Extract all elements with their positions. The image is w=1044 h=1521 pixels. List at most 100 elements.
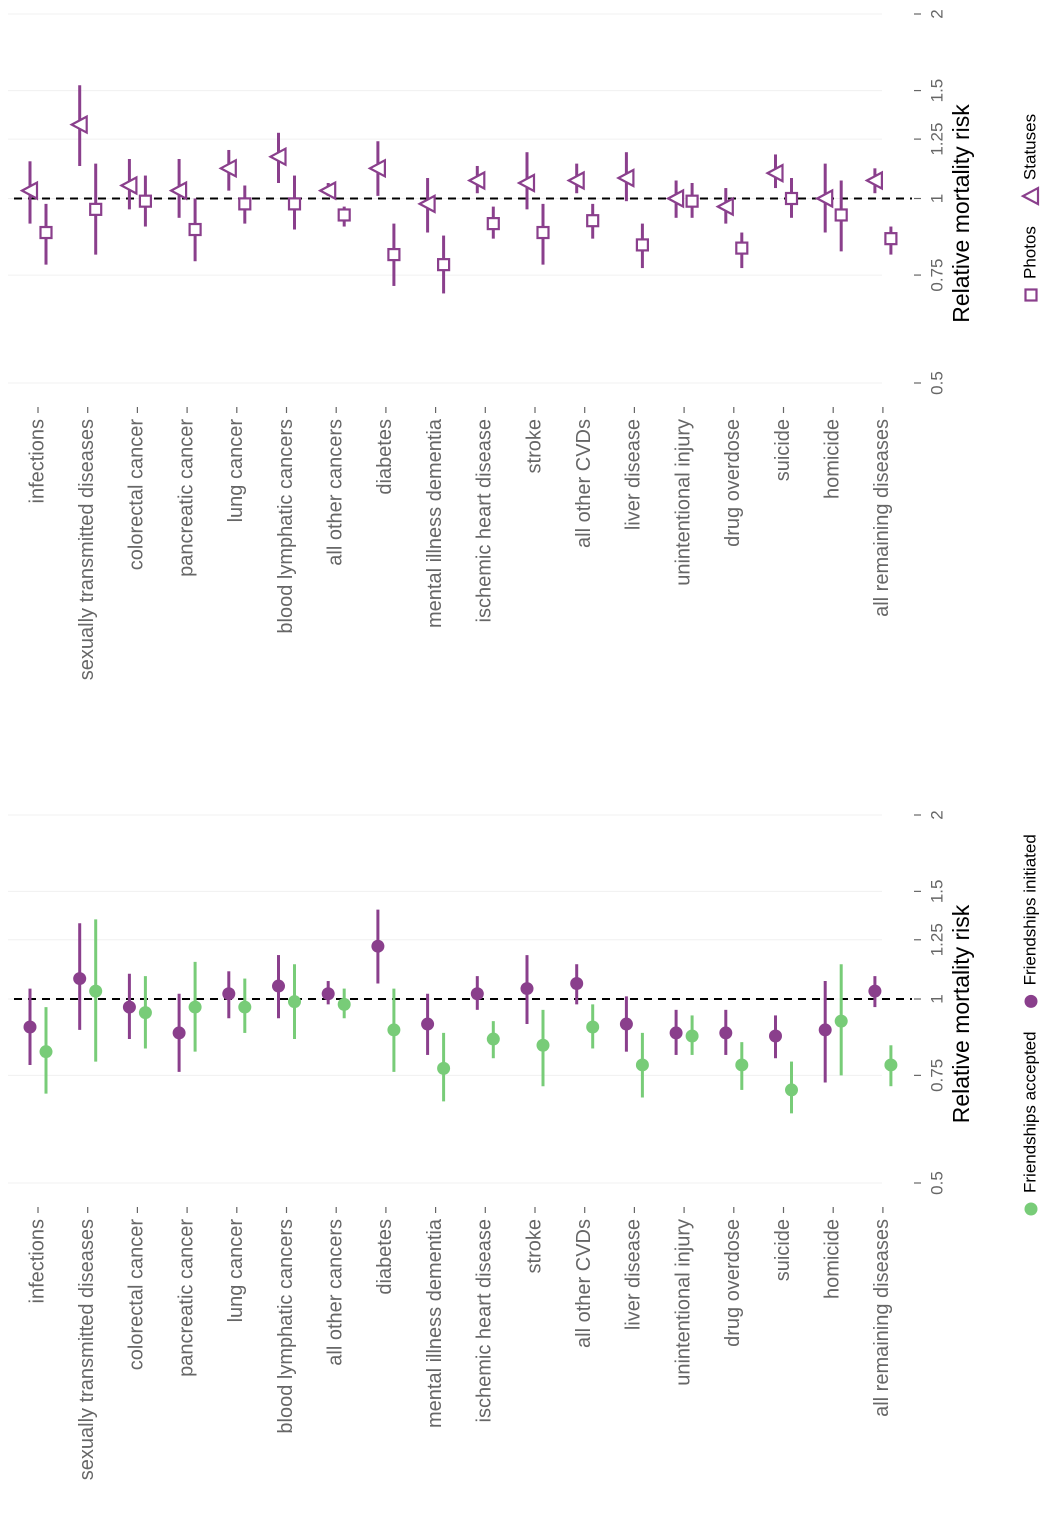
point — [868, 984, 882, 998]
y-tick-label: 1.5 — [927, 79, 946, 103]
y-tick-label: 0.75 — [927, 259, 946, 292]
point — [719, 1026, 733, 1040]
y-tick-label: 2 — [927, 9, 946, 18]
x-tick-label: sexually transmitted diseases — [76, 419, 98, 680]
point — [884, 232, 898, 246]
x-tick-label: blood lymphatic cancers — [275, 1219, 297, 1434]
point — [367, 158, 386, 179]
x-tick-label: diabetes — [374, 1219, 396, 1295]
x-tick-label: all remaining diseases — [871, 1219, 893, 1417]
y-tick-label: 0.5 — [927, 1171, 946, 1195]
point — [122, 1000, 136, 1014]
point — [317, 180, 337, 201]
x-tick-label: sexually transmitted diseases — [76, 1219, 98, 1480]
point — [287, 197, 302, 211]
y-tick-label: 0.75 — [927, 1059, 946, 1092]
point — [218, 158, 237, 179]
point — [516, 173, 536, 193]
point — [486, 1032, 500, 1046]
point — [321, 987, 335, 1001]
point — [138, 194, 152, 208]
y-tick-label: 1 — [927, 194, 946, 203]
y-tick-label: 2 — [927, 810, 946, 819]
point — [536, 225, 550, 240]
point — [387, 1023, 401, 1037]
y-tick-label: 1.5 — [927, 880, 946, 904]
point — [23, 1020, 37, 1034]
point — [735, 1058, 749, 1072]
y-tick-label: 1 — [927, 994, 946, 1003]
x-tick-label: homicide — [821, 1219, 843, 1299]
point — [417, 194, 436, 214]
point — [466, 170, 486, 191]
x-tick-label: stroke — [523, 1219, 545, 1273]
point — [437, 1061, 451, 1075]
point — [371, 939, 385, 953]
x-tick-label: all other cancers — [324, 1219, 346, 1366]
point — [288, 995, 301, 1009]
x-tick-label: suicide — [772, 1219, 794, 1281]
point — [119, 175, 138, 196]
x-tick-label: mental illness dementia — [424, 418, 446, 628]
point — [814, 188, 834, 209]
point — [188, 222, 202, 237]
x-tick-label: drug overdose — [722, 419, 744, 547]
point — [784, 191, 799, 206]
point — [437, 258, 451, 272]
point — [586, 1020, 600, 1034]
point — [337, 208, 351, 222]
point — [884, 1058, 898, 1072]
point — [685, 1029, 699, 1043]
point — [89, 202, 103, 216]
x-tick-label: drug overdose — [722, 1219, 744, 1347]
x-tick-label: infections — [26, 419, 48, 504]
legend-marker — [1024, 288, 1038, 302]
x-tick-label: liver disease — [623, 419, 645, 530]
x-tick-label: lung cancer — [225, 1219, 247, 1323]
point — [188, 1000, 202, 1014]
legend-label: Friendships accepted — [1020, 1031, 1039, 1193]
point — [735, 241, 749, 255]
point — [337, 997, 351, 1011]
point — [89, 984, 103, 998]
x-tick-label: ischemic heart disease — [474, 1219, 496, 1422]
point — [536, 1038, 550, 1052]
axis-title: Relative mortality risk — [948, 904, 974, 1123]
point — [421, 1017, 435, 1031]
x-tick-label: all remaining diseases — [871, 419, 893, 617]
point — [172, 1026, 186, 1040]
x-tick-label: mental illness dementia — [424, 1218, 446, 1428]
point — [168, 180, 188, 201]
point — [39, 225, 53, 240]
point — [619, 1017, 633, 1031]
x-tick-label: colorectal cancer — [126, 1219, 148, 1371]
point — [586, 214, 600, 228]
point — [39, 1045, 53, 1059]
point — [864, 170, 884, 191]
point — [635, 1058, 649, 1072]
x-tick-label: unintentional injury — [672, 419, 694, 586]
x-tick-label: blood lymphatic cancers — [275, 419, 297, 634]
x-tick-label: all other CVDs — [573, 419, 595, 548]
x-tick-label: lung cancer — [225, 419, 247, 523]
point — [486, 217, 500, 231]
point — [669, 1026, 683, 1040]
x-tick-label: diabetes — [374, 419, 396, 495]
point — [222, 987, 236, 1001]
x-tick-label: stroke — [523, 419, 545, 473]
x-tick-label: colorectal cancer — [126, 419, 148, 571]
x-tick-label: liver disease — [623, 1219, 645, 1330]
legend-marker — [1020, 186, 1040, 206]
point — [387, 247, 401, 262]
point — [238, 197, 252, 211]
x-tick-label: all other CVDs — [573, 1219, 595, 1348]
x-tick-label: ischemic heart disease — [474, 419, 496, 622]
point — [19, 180, 39, 201]
legend-marker — [1024, 1202, 1038, 1216]
point — [785, 1083, 798, 1097]
y-tick-label: 1.25 — [927, 923, 946, 956]
x-tick-label: infections — [26, 1219, 48, 1304]
point — [69, 114, 88, 135]
x-tick-label: pancreatic cancer — [175, 419, 197, 577]
